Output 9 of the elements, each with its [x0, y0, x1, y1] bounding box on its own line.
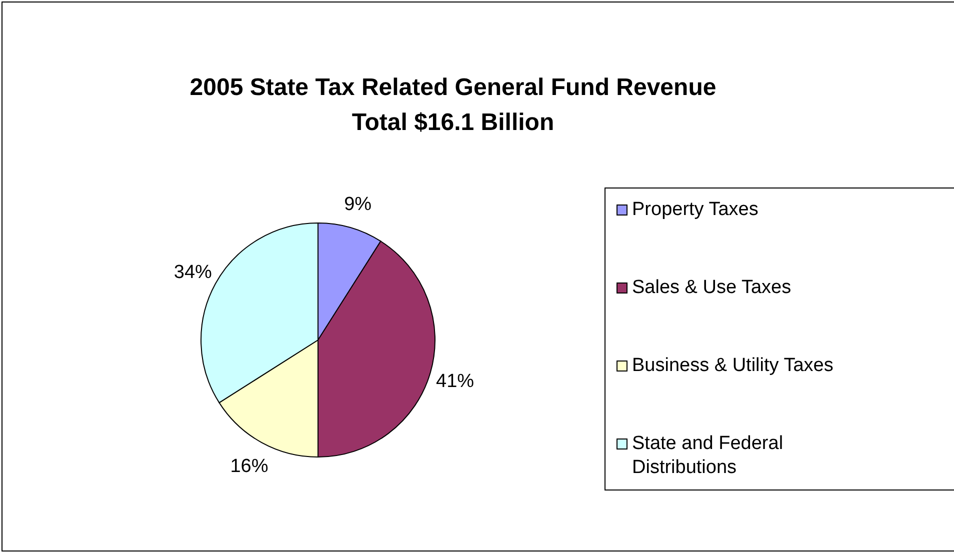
data-label: 16% — [230, 456, 268, 478]
legend-label: State and Federal Distributions — [632, 433, 784, 478]
legend-label: Property Taxes — [632, 199, 758, 220]
data-label: 34% — [174, 262, 212, 284]
data-label: 41% — [436, 370, 474, 392]
legend-label: Sales & Use Taxes — [632, 277, 792, 298]
data-label: 9% — [344, 194, 372, 215]
chart-title: 2005 State Tax Related General Fund Revenue Total $16.1 Billion — [190, 74, 716, 136]
legend-label: Business & Utility Taxes — [632, 355, 834, 376]
